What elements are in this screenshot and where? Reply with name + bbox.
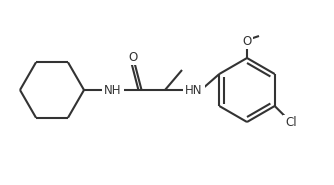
Text: NH: NH — [104, 83, 122, 97]
Text: Cl: Cl — [285, 117, 297, 130]
Text: O: O — [128, 51, 138, 63]
Text: O: O — [242, 34, 252, 48]
Text: HN: HN — [185, 83, 203, 97]
